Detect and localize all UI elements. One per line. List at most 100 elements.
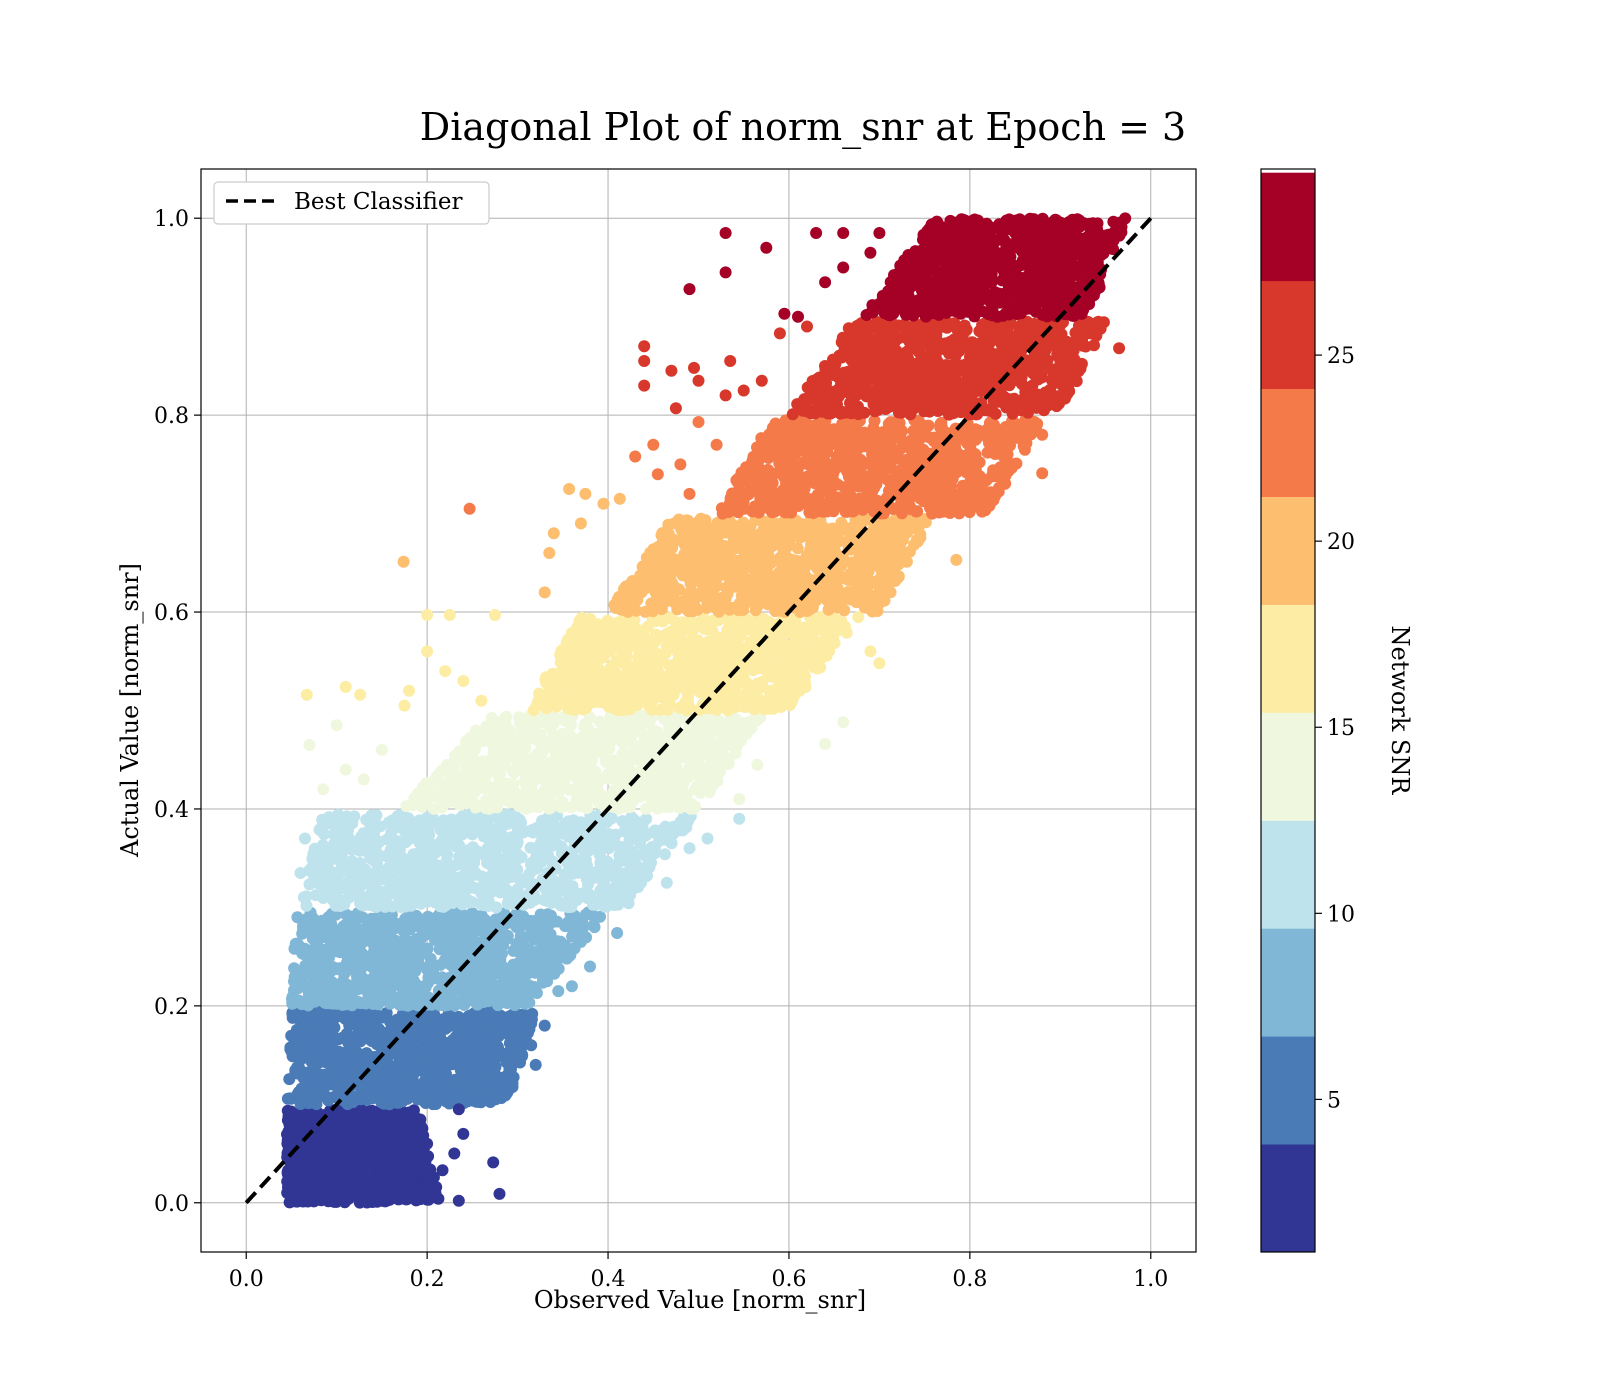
scatter-point — [359, 1017, 372, 1030]
scatter-point — [477, 899, 490, 912]
scatter-point — [325, 1194, 338, 1207]
scatter-point — [319, 1130, 332, 1143]
scatter-point — [421, 963, 434, 976]
scatter-point — [383, 850, 396, 863]
scatter-point — [514, 982, 527, 995]
scatter-band — [281, 1103, 445, 1209]
scatter-point — [409, 912, 422, 925]
scatter-point — [455, 1050, 468, 1063]
scatter-point — [526, 800, 539, 813]
scatter-point — [314, 1014, 327, 1027]
scatter-point — [512, 872, 525, 884]
scatter-point — [376, 890, 389, 903]
scatter-point — [306, 912, 319, 925]
scatter-point — [421, 879, 434, 892]
scatter-point — [595, 859, 608, 871]
scatter-point — [346, 1164, 358, 1177]
scatter-point — [292, 982, 305, 995]
scatter-point — [318, 996, 331, 1009]
scatter-point — [343, 1118, 356, 1131]
scatter-point — [481, 821, 494, 834]
scatter-point — [336, 1161, 349, 1173]
scatter-point — [286, 1162, 299, 1175]
scatter-point — [487, 740, 500, 753]
scatter-point — [354, 1173, 367, 1186]
scatter-point — [666, 772, 679, 785]
scatter-point — [499, 874, 511, 886]
scatter-point — [363, 1170, 376, 1183]
scatter-point — [562, 817, 575, 830]
scatter-point — [363, 1083, 376, 1096]
scatter-point — [389, 1182, 401, 1195]
scatter-point — [545, 896, 558, 909]
scatter-point — [701, 766, 713, 779]
scatter-point — [473, 967, 486, 980]
scatter-point — [323, 1152, 336, 1165]
scatter-point — [659, 801, 672, 814]
scatter-point — [325, 1008, 338, 1021]
scatter-point — [399, 836, 412, 849]
scatter-point — [343, 995, 356, 1008]
scatter-point — [428, 802, 440, 815]
scatter-point — [397, 944, 410, 957]
scatter-point — [639, 772, 652, 785]
scatter-point — [612, 728, 625, 741]
scatter-point — [574, 816, 587, 829]
scatter-point — [530, 987, 543, 999]
scatter-point — [350, 1091, 362, 1104]
scatter-point — [661, 786, 674, 799]
scatter-point — [544, 928, 557, 941]
scatter-point — [654, 762, 667, 775]
scatter-point — [344, 941, 356, 954]
scatter-point — [339, 1141, 352, 1154]
scatter-point — [542, 849, 555, 862]
scatter-point — [538, 716, 551, 728]
scatter-point — [368, 837, 381, 850]
scatter-point — [545, 961, 558, 974]
scatter-point — [374, 871, 387, 884]
scatter-point — [517, 910, 530, 923]
scatter-point — [304, 1139, 316, 1152]
scatter-point — [508, 999, 521, 1012]
scatter-point — [437, 895, 450, 907]
scatter-point — [515, 934, 528, 947]
scatter-point — [354, 939, 367, 952]
scatter-point — [740, 728, 753, 740]
scatter-point — [359, 928, 372, 941]
scatter-point — [368, 944, 381, 957]
scatter-point — [591, 727, 604, 740]
scatter-point — [504, 790, 517, 802]
scatter-point — [407, 821, 420, 834]
scatter-point — [450, 767, 463, 779]
scatter-point — [580, 873, 593, 886]
scatter-point — [431, 1192, 444, 1205]
scatter-point — [390, 1133, 403, 1146]
scatter-point — [458, 854, 471, 867]
scatter-point — [399, 1182, 412, 1195]
scatter-point — [518, 775, 531, 788]
scatter-point — [685, 749, 698, 762]
scatter-point — [433, 943, 446, 956]
scatter-point — [379, 1089, 392, 1102]
scatter-point — [441, 848, 454, 861]
scatter-point — [499, 1089, 512, 1102]
scatter-point — [461, 984, 474, 997]
scatter-point — [515, 1031, 528, 1044]
scatter-point — [384, 996, 397, 1009]
scatter-point — [582, 769, 595, 782]
scatter-point — [527, 752, 540, 765]
scatter-point — [391, 1013, 404, 1026]
scatter-point — [511, 744, 524, 757]
scatter-point — [501, 975, 514, 987]
scatter-point — [358, 1144, 371, 1157]
scatter-point — [414, 851, 426, 864]
scatter-point — [307, 1112, 320, 1125]
scatter-point — [452, 930, 465, 943]
scatter-point — [334, 1085, 347, 1098]
scatter-point — [434, 1066, 447, 1079]
scatter-point — [596, 890, 609, 903]
scatter-point — [396, 1114, 408, 1126]
scatter-point — [511, 944, 524, 957]
scatter-point — [559, 949, 572, 962]
scatter-point — [584, 782, 597, 795]
